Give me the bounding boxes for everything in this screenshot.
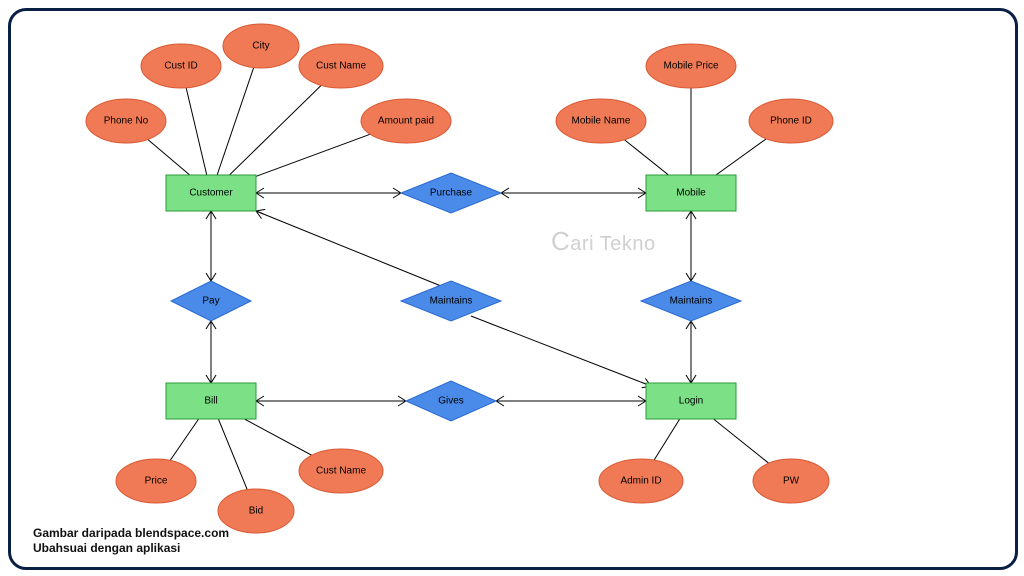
- attribute-label-adminid: Admin ID: [620, 476, 661, 487]
- attribute-label-custid: Cust ID: [164, 61, 197, 72]
- attribute-label-custname1: Cust Name: [316, 61, 366, 72]
- relationship-label-maintains1: Maintains: [430, 296, 473, 307]
- attribute-label-city: City: [252, 41, 269, 52]
- attribute-label-mobileprice: Mobile Price: [663, 61, 718, 72]
- entity-label-login: Login: [679, 396, 703, 407]
- relationship-label-gives: Gives: [438, 396, 464, 407]
- relationship-label-pay: Pay: [202, 296, 219, 307]
- watermark-text: ari Tekno: [570, 233, 655, 255]
- watermark: Cari Tekno: [551, 226, 656, 257]
- attribute-label-amountpaid: Amount paid: [378, 116, 434, 127]
- caption-line-2: Ubahsuai dengan aplikasi: [33, 541, 229, 557]
- attribute-label-phoneid: Phone ID: [770, 116, 812, 127]
- attribute-label-phoneno: Phone No: [104, 116, 149, 127]
- entity-label-mobile: Mobile: [676, 188, 706, 199]
- attribute-label-custname2: Cust Name: [316, 466, 366, 477]
- attribute-label-bid: Bid: [249, 506, 263, 517]
- entity-label-customer: Customer: [189, 188, 233, 199]
- attribute-label-price: Price: [145, 476, 168, 487]
- edge-customer-maintains1: [256, 211, 441, 286]
- relationship-label-maintains2: Maintains: [670, 296, 713, 307]
- er-diagram-svg: Phone No Cust ID City Cust Name Amount paid M…: [11, 11, 1015, 567]
- caption: Gambar daripada blendspace.com Ubahsuai …: [33, 526, 229, 557]
- attribute-label-mobilename: Mobile Name: [572, 116, 631, 127]
- edge-maintains1-login: [471, 316, 651, 386]
- entity-label-bill: Bill: [204, 396, 217, 407]
- diagram-frame: Phone No Cust ID City Cust Name Amount paid M…: [8, 8, 1018, 570]
- attribute-label-pw: PW: [783, 476, 800, 487]
- relationship-label-purchase: Purchase: [430, 188, 473, 199]
- caption-line-1: Gambar daripada blendspace.com: [33, 526, 229, 542]
